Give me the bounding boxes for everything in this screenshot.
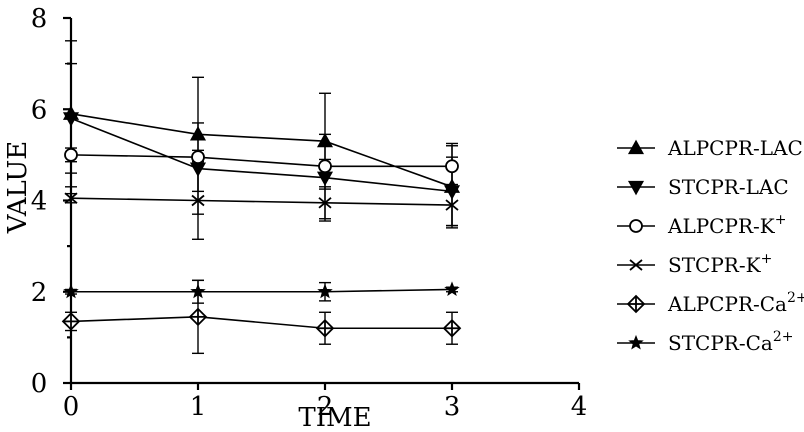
x-marker-stroke xyxy=(629,259,643,271)
legend-label-text: ALPCPR-K xyxy=(667,214,776,238)
triangle-down-marker xyxy=(443,185,461,200)
legend-item: ALPCPR-LAC xyxy=(617,136,803,160)
error-bars xyxy=(65,40,458,355)
legend-label: STCPR-LAC xyxy=(668,175,789,199)
data-point xyxy=(318,159,332,174)
legend: ALPCPR-LACSTCPR-LACALPCPR-K+STCPR-K+ALPC… xyxy=(617,136,804,355)
triangle-up-marker xyxy=(627,139,645,155)
star-marker xyxy=(628,334,644,350)
data-point xyxy=(315,318,335,338)
star-marker xyxy=(444,281,460,297)
star-marker xyxy=(190,283,206,299)
series-line-3 xyxy=(70,197,453,206)
data-point xyxy=(445,159,459,174)
data-point xyxy=(317,283,333,299)
triangle-up-marker xyxy=(316,132,334,148)
series-lines xyxy=(70,113,453,330)
x-marker-stroke xyxy=(191,194,205,207)
x-marker-stroke xyxy=(318,197,332,209)
legend-label-superscript: 2+ xyxy=(787,290,804,306)
y-tick-label: 2 xyxy=(31,278,48,308)
x-tick-label: 0 xyxy=(63,392,80,422)
data-point xyxy=(627,180,645,196)
series-line-0 xyxy=(70,113,453,188)
data-point xyxy=(445,199,459,211)
data-point xyxy=(443,185,461,200)
legend-label-superscript: 2+ xyxy=(773,329,794,345)
x-marker-stroke xyxy=(445,199,459,211)
star-marker xyxy=(63,283,79,299)
star-marker xyxy=(317,283,333,299)
data-point xyxy=(188,307,208,327)
data-point xyxy=(627,139,645,155)
legend-item: STCPR-LAC xyxy=(617,175,789,199)
data-point xyxy=(61,312,81,331)
triangle-up-marker xyxy=(189,125,207,141)
data-point xyxy=(64,147,78,162)
legend-label-text: STCPR-K xyxy=(668,253,762,277)
data-point xyxy=(189,125,207,141)
data-point xyxy=(316,132,334,148)
legend-label-text: ALPCPR-LAC xyxy=(667,136,803,160)
series-line-1 xyxy=(70,117,453,193)
circle-marker xyxy=(445,159,459,174)
data-point xyxy=(190,283,206,299)
y-tick-label: 6 xyxy=(31,95,48,125)
triangle-down-marker xyxy=(62,112,80,127)
series-line-4 xyxy=(70,316,452,330)
circle-marker xyxy=(629,219,643,233)
data-point xyxy=(628,334,644,350)
data-point xyxy=(63,283,79,299)
axes: 0 1 2 3 4 0 2 4 6 8 xyxy=(31,4,588,422)
legend-label-superscript: + xyxy=(761,251,773,267)
legend-label-text: STCPR-Ca xyxy=(668,331,773,355)
circle-marker xyxy=(64,147,78,162)
legend-label: ALPCPR-Ca2+ xyxy=(667,290,804,316)
series-line-5 xyxy=(71,288,453,293)
legend-item: ALPCPR-Ca2+ xyxy=(617,290,804,316)
data-point xyxy=(629,219,643,233)
triangle-down-marker xyxy=(627,180,645,196)
x-tick-label: 2 xyxy=(317,392,334,422)
x-tick-label: 4 xyxy=(571,392,588,422)
data-point xyxy=(191,150,205,165)
y-axis-title: VALUE xyxy=(3,141,33,235)
data-point xyxy=(626,294,646,314)
legend-label-superscript: + xyxy=(775,212,787,228)
x-tick-label: 3 xyxy=(444,392,461,422)
x-marker-stroke xyxy=(64,192,78,204)
circle-marker xyxy=(318,159,332,174)
legend-label-text: STCPR-LAC xyxy=(668,175,789,199)
data-point xyxy=(629,259,643,271)
legend-item: STCPR-Ca2+ xyxy=(617,329,793,355)
y-tick-label: 8 xyxy=(31,4,48,34)
y-tick-label: 0 xyxy=(31,369,48,399)
x-axis-title: TIME xyxy=(298,403,371,432)
data-point xyxy=(64,192,78,204)
data-point xyxy=(191,194,205,207)
data-point xyxy=(442,318,462,338)
series-line-2 xyxy=(70,154,452,168)
y-tick-label: 4 xyxy=(31,187,48,217)
legend-label: ALPCPR-LAC xyxy=(667,136,803,160)
circle-marker xyxy=(191,150,205,165)
data-point xyxy=(318,197,332,209)
x-tick-label: 1 xyxy=(190,392,207,422)
data-point xyxy=(444,281,460,297)
legend-item: ALPCPR-K+ xyxy=(617,212,786,238)
legend-label: STCPR-Ca2+ xyxy=(668,329,793,355)
legend-label: STCPR-K+ xyxy=(668,251,772,277)
data-point xyxy=(62,112,80,127)
legend-label: ALPCPR-K+ xyxy=(667,212,786,238)
series-markers xyxy=(61,105,462,338)
legend-label-text: ALPCPR-Ca xyxy=(667,292,787,316)
legend-item: STCPR-K+ xyxy=(617,251,772,277)
